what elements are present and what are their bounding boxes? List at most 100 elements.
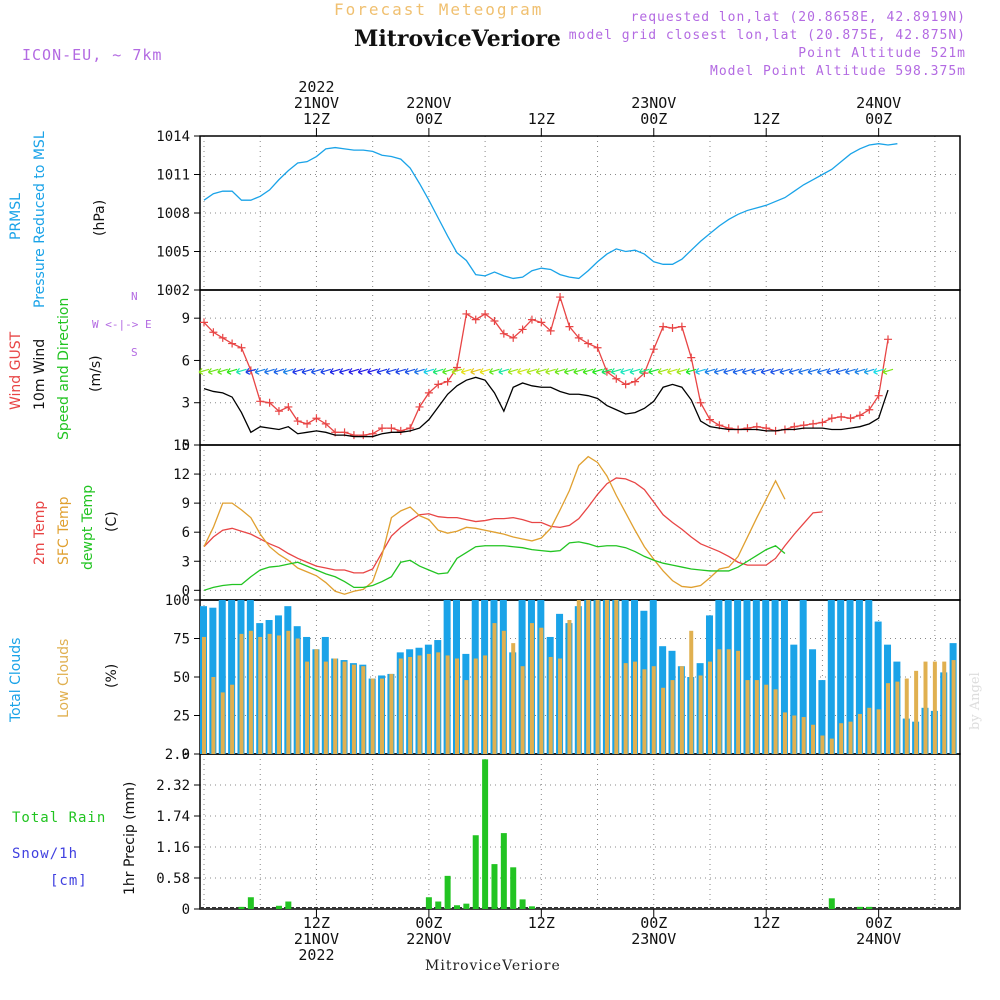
wind-arrow bbox=[217, 367, 228, 375]
gust-marker bbox=[649, 345, 658, 354]
xtick-top-label: 22NOV bbox=[406, 94, 451, 112]
pressure-label-1: PRMSL bbox=[8, 193, 24, 240]
gust-marker bbox=[809, 419, 818, 428]
wind-arrow bbox=[770, 367, 781, 375]
wind-arrow bbox=[582, 367, 594, 375]
wind-arrow bbox=[245, 367, 257, 375]
precip-bar bbox=[866, 906, 873, 909]
wind-arrow bbox=[320, 367, 331, 375]
bottom-title: MitroviceVeriore bbox=[425, 958, 561, 974]
wind-arrow bbox=[414, 367, 425, 375]
low-cloud-bar bbox=[651, 666, 656, 754]
total-cloud-bar bbox=[752, 600, 760, 754]
wind-arrow bbox=[563, 367, 575, 375]
ytick-label-temp: 15 bbox=[173, 438, 190, 454]
xtick-top-label: 00Z bbox=[415, 110, 442, 128]
gust-marker bbox=[481, 309, 490, 318]
wind-arrow bbox=[498, 367, 510, 375]
wind-arrow bbox=[207, 367, 219, 375]
low-cloud-bar bbox=[426, 653, 431, 754]
xtick-top-label: 2022 bbox=[298, 78, 334, 96]
gust-marker bbox=[593, 343, 602, 352]
gust-marker bbox=[537, 318, 546, 327]
ytick-label-precip: 0.58 bbox=[156, 871, 190, 887]
wind-arrow bbox=[592, 367, 603, 375]
xtick-bottom-label: 00Z bbox=[640, 914, 667, 932]
gust-marker bbox=[527, 315, 536, 324]
gust-marker bbox=[874, 391, 883, 400]
wind-arrow bbox=[723, 367, 734, 375]
precip-bar bbox=[453, 905, 460, 909]
low-cloud-bar bbox=[857, 713, 862, 754]
low-cloud-bar bbox=[661, 687, 666, 754]
wind-arrow bbox=[226, 367, 238, 375]
total-cloud-bar bbox=[846, 600, 854, 754]
gust-marker bbox=[837, 412, 846, 421]
low-cloud-bar bbox=[586, 600, 591, 754]
xtick-top-label: 12Z bbox=[753, 110, 780, 128]
xtick-bottom-label: 24NOV bbox=[856, 930, 901, 948]
ytick-label-pressure: 1008 bbox=[156, 206, 190, 222]
wind-arrow bbox=[798, 367, 809, 375]
chart-subtitle: Forecast Meteogram bbox=[334, 0, 544, 19]
ytick-label-clouds: 50 bbox=[173, 670, 190, 686]
temp-label-2: SFC Temp bbox=[56, 496, 72, 565]
gust-marker bbox=[705, 415, 714, 424]
low-cloud-bar bbox=[895, 681, 900, 754]
ytick-label-pressure: 1014 bbox=[156, 129, 190, 145]
low-cloud-bar bbox=[342, 661, 347, 754]
low-cloud-bar bbox=[417, 655, 422, 754]
low-cloud-bar bbox=[801, 717, 806, 754]
precip-bar bbox=[510, 867, 517, 909]
precip-bar bbox=[275, 905, 282, 909]
precip-bar bbox=[472, 835, 479, 909]
wind-arrow bbox=[357, 367, 369, 375]
gust-marker bbox=[443, 377, 452, 386]
wind-arrow bbox=[310, 367, 322, 375]
wind-arrow bbox=[807, 367, 819, 375]
wind-line bbox=[203, 376, 889, 438]
gust-marker bbox=[218, 333, 227, 342]
wind-compass-n: N bbox=[131, 290, 138, 303]
gust-marker bbox=[556, 293, 565, 302]
low-cloud-bar bbox=[323, 661, 328, 754]
gust-marker bbox=[321, 419, 330, 428]
wind-arrow bbox=[751, 367, 763, 375]
temp-unit: (C) bbox=[104, 511, 120, 532]
low-cloud-bar bbox=[932, 661, 937, 754]
ytick-label-temp: 0 bbox=[182, 583, 190, 599]
precip-bar bbox=[528, 906, 535, 909]
xtick-bottom-label: 00Z bbox=[415, 914, 442, 932]
gust-marker bbox=[668, 324, 677, 333]
sfc-temp-line bbox=[203, 455, 786, 595]
pressure-line bbox=[203, 143, 898, 280]
low-cloud-bar bbox=[370, 678, 375, 754]
low-cloud-bar bbox=[923, 661, 928, 754]
wind-arrow bbox=[442, 367, 453, 375]
low-cloud-bar bbox=[792, 715, 797, 754]
wind-arrow bbox=[329, 367, 341, 375]
precip-bar bbox=[500, 833, 507, 909]
gust-marker bbox=[284, 402, 293, 411]
xtick-top-label: 21NOV bbox=[294, 94, 339, 112]
gust-marker bbox=[265, 398, 274, 407]
low-cloud-bar bbox=[408, 656, 413, 754]
ytick-label-clouds: 100 bbox=[165, 593, 190, 609]
ytick-label-pressure: 1011 bbox=[156, 168, 190, 184]
ytick-label-pressure: 1005 bbox=[156, 245, 190, 261]
gust-marker bbox=[359, 431, 368, 440]
low-cloud-bar bbox=[707, 661, 712, 754]
wind-arrow bbox=[638, 367, 650, 375]
chart-title: MitroviceVeriore bbox=[354, 26, 561, 52]
xtick-bottom-label: 21NOV bbox=[294, 930, 339, 948]
gust-marker bbox=[509, 333, 518, 342]
low-cloud-bar bbox=[380, 678, 385, 754]
t2m-line bbox=[203, 477, 823, 574]
precip-bar bbox=[482, 759, 489, 909]
low-cloud-bar bbox=[529, 623, 534, 754]
low-cloud-bar bbox=[726, 649, 731, 754]
ytick-label-clouds: 25 bbox=[173, 709, 190, 725]
xtick-bottom-label: 23NOV bbox=[631, 930, 676, 948]
panel-frame-wind bbox=[199, 289, 961, 446]
pressure-label-2: Pressure Reduced to MSL bbox=[32, 131, 48, 308]
